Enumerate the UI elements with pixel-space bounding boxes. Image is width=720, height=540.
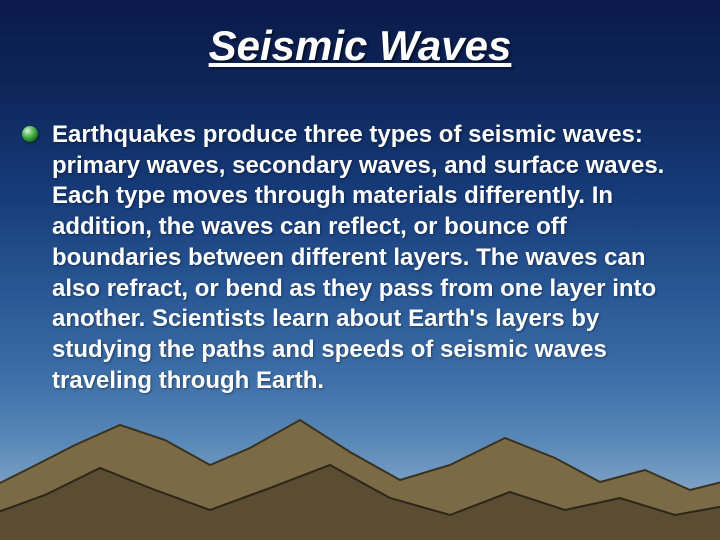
slide-title: Seismic Waves [0,22,720,70]
mountains-illustration [0,410,720,540]
bullet-icon [22,126,38,142]
slide-root: Seismic Waves Earthquakes produce three … [0,0,720,540]
slide-body-text: Earthquakes produce three types of seism… [52,120,668,396]
